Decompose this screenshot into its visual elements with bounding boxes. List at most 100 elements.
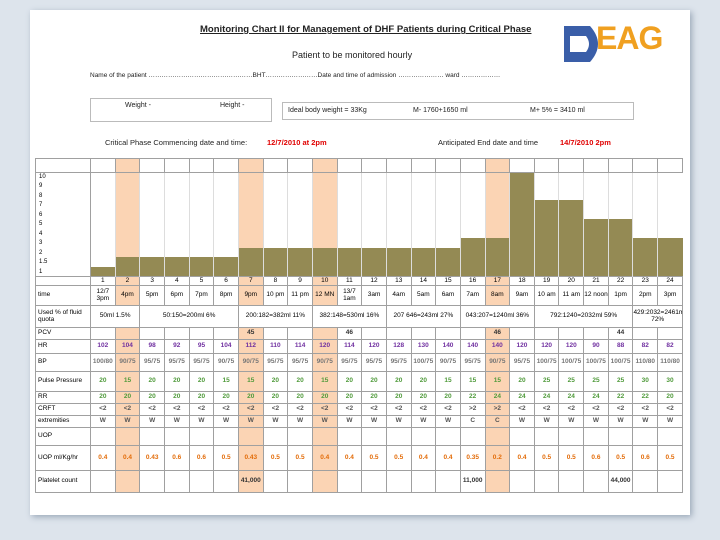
value-cell	[188, 470, 215, 493]
time-cell: 6pm	[163, 285, 190, 306]
value-cell: 24	[509, 391, 535, 404]
used-cell: 207 646=243ml 27%	[385, 305, 461, 328]
value-cell: 20	[385, 371, 412, 392]
fluid-cell	[459, 172, 485, 277]
row-label: RR	[35, 391, 91, 404]
value-cell: 0.6	[188, 445, 215, 471]
cell	[287, 158, 313, 173]
value-cell: 0.5	[385, 445, 412, 471]
value-cell: 20	[361, 391, 387, 404]
value-cell: 0.5	[213, 445, 239, 471]
value-cell: 140	[459, 339, 486, 354]
value-cell: 20	[361, 371, 387, 392]
hour-label: 16	[459, 276, 486, 286]
fluid-tick-label: 10	[39, 174, 46, 180]
value-cell: <2	[139, 403, 165, 416]
fluid-tick-label: 2	[39, 249, 43, 256]
value-cell: W	[213, 415, 239, 428]
value-cell	[583, 327, 609, 340]
value-cell: 45	[237, 327, 264, 340]
value-cell	[139, 470, 165, 493]
value-cell: 20	[163, 371, 190, 392]
value-cell: 24	[533, 391, 560, 404]
table-row: 10 9 8 7 6 5 4 3 2 1.5 1	[35, 172, 683, 277]
value-cell: 82	[632, 339, 659, 354]
value-cell: 44,000	[607, 470, 634, 493]
ideal-weight: Ideal body weight = 33Kg	[288, 107, 367, 114]
value-cell: 95/75	[509, 353, 535, 372]
value-cell	[558, 470, 585, 493]
hour-label: 17	[484, 276, 511, 286]
row-label: UOP	[35, 427, 91, 446]
fluid-cell	[607, 172, 633, 277]
value-cell: 20	[435, 391, 461, 404]
value-cell	[139, 427, 165, 446]
value-cell: <2	[361, 403, 387, 416]
value-cell: <2	[90, 403, 116, 416]
fluid-tick-label: 4	[39, 230, 43, 237]
value-cell: 0.4	[336, 445, 363, 471]
time-cell: 4pm	[114, 285, 141, 306]
value-cell: 95/75	[385, 353, 412, 372]
value-cell	[114, 427, 141, 446]
value-cell: 95/75	[139, 353, 165, 372]
value-cell: <2	[657, 403, 683, 416]
value-cell: <2	[163, 403, 190, 416]
hour-label: 1	[90, 276, 116, 286]
fluid-bar	[609, 219, 633, 276]
time-cell: 5am	[410, 285, 437, 306]
value-cell: W	[336, 415, 363, 428]
value-cell: 120	[361, 339, 387, 354]
value-cell: 0.5	[533, 445, 560, 471]
fluid-cell	[163, 172, 190, 277]
fluid-tick-label: 6	[39, 211, 43, 218]
value-cell: 90	[583, 339, 609, 354]
value-cell	[607, 427, 634, 446]
fluid-bar	[535, 200, 559, 276]
value-cell	[114, 327, 141, 340]
value-cell	[657, 427, 683, 446]
cell	[385, 158, 412, 173]
value-cell: 20	[114, 391, 141, 404]
hour-label: 23	[632, 276, 659, 286]
cell	[237, 158, 264, 173]
value-cell: W	[583, 415, 609, 428]
hour-label: 5	[188, 276, 215, 286]
value-cell: W	[385, 415, 412, 428]
monitoring-table: 10 9 8 7 6 5 4 3 2 1.5 1 1 2 3 4 5 6 7 8 9 10 11 12 13 14 15 16 17 1…	[35, 158, 683, 493]
patient-line: Name of the patient …………………………………………BHT……	[90, 72, 501, 79]
time-cell: 12/7 3pm	[90, 285, 116, 306]
value-cell: 20	[237, 391, 264, 404]
value-cell	[410, 470, 437, 493]
time-cell: 8am	[484, 285, 511, 306]
value-cell	[237, 427, 264, 446]
fluid-tick-label: 1	[39, 268, 43, 275]
time-cell: 5pm	[139, 285, 165, 306]
value-cell	[533, 427, 560, 446]
value-cell: 92	[163, 339, 190, 354]
fluid-axis-cell: 10 9 8 7 6 5 4 3 2 1.5 1	[35, 172, 91, 277]
time-cell: 1pm	[607, 285, 634, 306]
value-cell: <2	[509, 403, 535, 416]
hour-label: 8	[262, 276, 289, 286]
value-cell	[361, 327, 387, 340]
value-cell	[459, 327, 486, 340]
value-cell	[558, 327, 585, 340]
time-cell: 12 noon	[583, 285, 609, 306]
value-cell: W	[287, 415, 313, 428]
value-cell: 22	[632, 391, 659, 404]
fluid-cell	[558, 172, 584, 277]
time-cell: 13/7 1am	[336, 285, 363, 306]
critical-label: Critical Phase Commencing date and time:	[105, 138, 248, 147]
value-cell	[632, 327, 659, 340]
value-cell: 90/75	[435, 353, 461, 372]
time-cell: 3pm	[657, 285, 683, 306]
value-cell	[213, 427, 239, 446]
fluid-cell	[114, 172, 140, 277]
fluid-bar	[165, 257, 189, 276]
value-cell	[311, 427, 338, 446]
cell	[35, 276, 91, 286]
value-cell: 100/75	[558, 353, 585, 372]
fluid-cell	[213, 172, 239, 277]
hour-label: 4	[163, 276, 190, 286]
